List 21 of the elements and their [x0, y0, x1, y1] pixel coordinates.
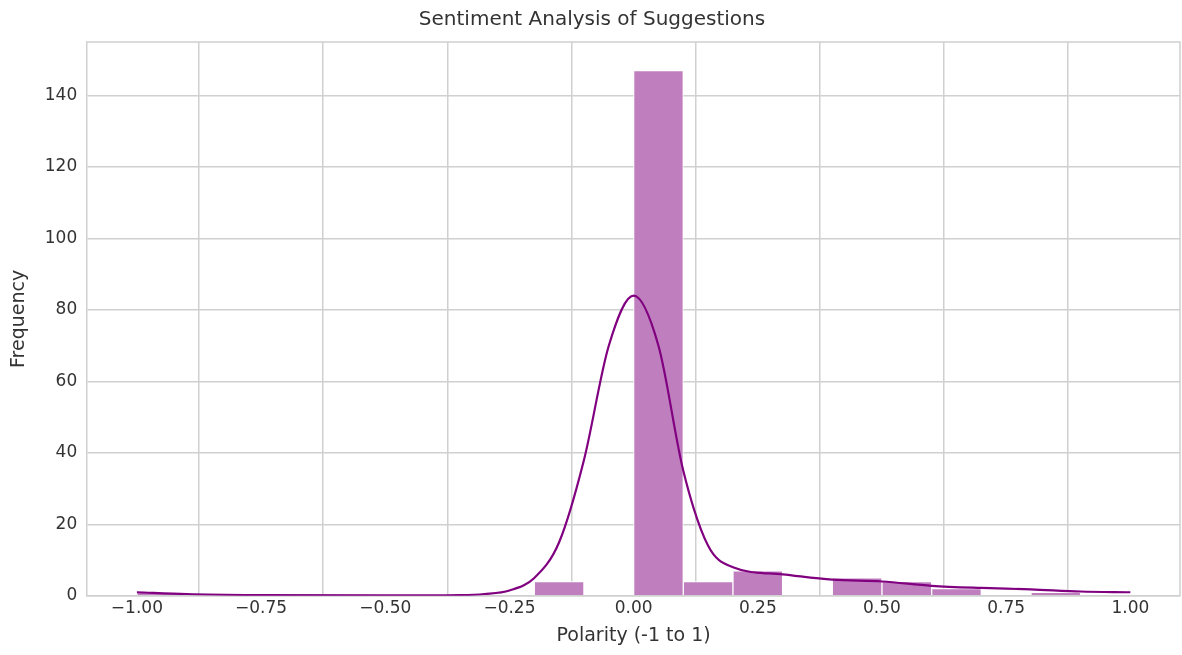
- line-series: [135, 294, 1132, 596]
- x-tick-label: 0.50: [863, 597, 901, 618]
- x-tick-label: 0.75: [987, 597, 1026, 618]
- y-tick-label: 140: [44, 84, 78, 105]
- x-tick-label: −1.00: [110, 597, 163, 618]
- x-tick-label: −0.75: [235, 597, 288, 618]
- y-tick-label: 80: [55, 298, 78, 319]
- y-tick-label: 120: [44, 155, 78, 176]
- chart-title: Sentiment Analysis of Suggestions: [418, 6, 766, 31]
- y-tick-label: 0: [66, 584, 78, 605]
- y-tick-label: 40: [55, 441, 78, 462]
- x-tick-label: 0.00: [614, 597, 653, 618]
- x-axis-title: Polarity (-1 to 1): [556, 622, 711, 645]
- y-tick-label: 60: [55, 369, 78, 390]
- y-tick-label: 20: [55, 512, 78, 533]
- y-axis-title: Frequency: [6, 269, 29, 368]
- x-tick-label: −0.25: [483, 597, 536, 618]
- x-tick-label: 1.00: [1111, 597, 1150, 618]
- x-tick-label: −0.50: [359, 597, 412, 618]
- x-tick-label: 0.25: [738, 597, 777, 618]
- y-tick-label: 100: [44, 226, 78, 247]
